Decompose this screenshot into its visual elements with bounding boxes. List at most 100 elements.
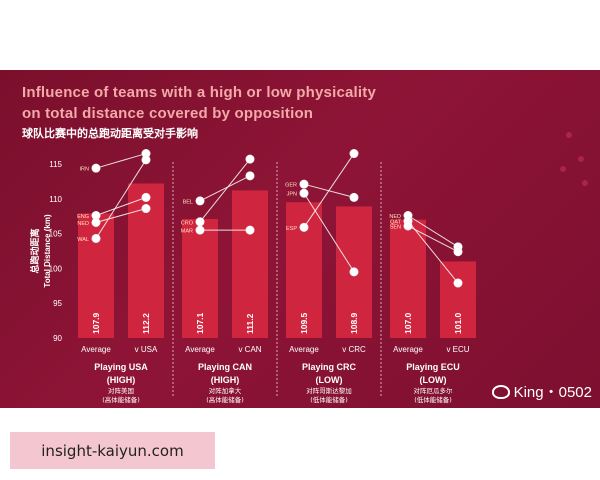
wales-flag [91, 233, 101, 243]
team-code-label: WAL [77, 237, 89, 243]
group-level: (HIGH) [211, 375, 240, 385]
senegal-flag [403, 221, 413, 231]
team-line [95, 153, 147, 169]
japan-flag [349, 267, 359, 277]
team-code-label: ESP [286, 226, 297, 232]
x-tick-label: Average [393, 345, 423, 354]
qatar-flag [453, 278, 463, 288]
bar [390, 219, 426, 338]
croatia-flag [245, 154, 255, 164]
team-line [95, 208, 147, 223]
group-title: Playing USA [94, 362, 148, 372]
team-line [199, 175, 251, 202]
spain-flag [299, 222, 309, 232]
y-tick-label: 100 [49, 264, 63, 273]
bar-value-label: 108.9 [349, 312, 359, 334]
bar-value-label: 109.5 [299, 312, 309, 334]
x-tick-label: v ECU [446, 345, 469, 354]
team-line [199, 158, 251, 223]
chart-title-line2: on total distance covered by opposition [22, 105, 314, 122]
spain-flag [349, 149, 359, 159]
y-axis-label-cn: 总跑动距离 [29, 228, 41, 273]
x-tick-label: Average [289, 345, 319, 354]
group-title-cn: 对阵加拿大 [209, 386, 242, 395]
group-level-cn: (高体能储备) [102, 395, 140, 404]
croatia-flag [195, 217, 205, 227]
y-tick-label: 95 [53, 299, 62, 308]
bar-value-label: 107.0 [403, 312, 413, 334]
site-banner-text: insight-kaiyun.com [41, 441, 184, 460]
team-line [407, 225, 459, 253]
x-tick-label: Average [81, 345, 111, 354]
x-tick-label: v CAN [238, 345, 261, 354]
group-title: Playing CRC [302, 362, 357, 372]
germany-flag [349, 192, 359, 202]
netherlands-flag [141, 204, 151, 214]
netherlands-flag [91, 217, 101, 227]
y-tick-label: 105 [49, 230, 63, 239]
decor-dot [566, 132, 572, 138]
group-level: (LOW) [316, 375, 343, 385]
group-title: Playing ECU [406, 362, 460, 372]
bar-value-label: 101.0 [453, 312, 463, 334]
team-line [303, 192, 355, 273]
germany-flag [299, 179, 309, 189]
x-tick-label: v USA [135, 345, 158, 354]
team-code-label: NED [389, 214, 401, 220]
y-tick-label: 110 [49, 195, 62, 204]
watermark-text: King・0502 [513, 384, 592, 401]
group-title-cn: 对阵厄瓜多尔 [414, 386, 454, 395]
decor-dot [560, 166, 566, 172]
team-line [303, 153, 355, 228]
team-line [407, 220, 459, 284]
morocco-flag [245, 225, 255, 235]
decor-dot [578, 156, 584, 162]
belgium-flag [245, 171, 255, 181]
team-code-label: JPN [287, 192, 297, 198]
weibo-icon [491, 384, 510, 399]
team-line [95, 196, 147, 216]
group-level: (HIGH) [107, 375, 136, 385]
x-tick-label: v CRC [342, 345, 366, 354]
group-level-cn: (低体能储备) [414, 395, 452, 404]
bar-value-label: 111.2 [245, 313, 255, 334]
group-level-cn: (低体能储备) [310, 395, 348, 404]
team-code-label: IRN [80, 167, 90, 173]
y-axis-label: Total Distance (km) [43, 214, 52, 288]
wales-flag [141, 155, 151, 165]
site-banner[interactable]: insight-kaiyun.com [10, 432, 215, 469]
japan-flag [299, 188, 309, 198]
bar-value-label: 107.1 [195, 312, 205, 334]
team-code-label: QAT [390, 220, 402, 226]
team-code-label: CRO [181, 220, 194, 226]
belgium-flag [195, 196, 205, 206]
team-code-label: ENG [77, 214, 89, 220]
y-tick-label: 115 [49, 160, 62, 169]
england-flag [141, 192, 151, 202]
chart-subtitle: 球队比赛中的总跑动距离受对手影响 [22, 127, 198, 140]
bar [182, 218, 218, 338]
team-code-label: MAR [181, 229, 193, 235]
bar-value-label: 112.2 [141, 313, 151, 334]
bar-value-label: 107.9 [91, 312, 101, 334]
group-title-cn: 对阵哥斯达黎加 [306, 386, 352, 395]
watermark: King・0502 [491, 381, 592, 402]
team-code-label: SEN [390, 224, 401, 230]
y-tick-label: 90 [53, 334, 62, 343]
team-line [407, 215, 459, 248]
decor-dot [582, 180, 588, 186]
bar [440, 261, 476, 338]
group-title-cn: 对阵美国 [108, 386, 134, 395]
bar-chart: Total Distance (km)总跑动距离 90 95 100 105 110 115… [29, 149, 476, 404]
group-level-cn: (高体能储备) [206, 395, 244, 404]
team-line [95, 159, 147, 239]
senegal-flag [453, 247, 463, 257]
group-title: Playing CAN [198, 362, 252, 372]
morocco-flag [195, 225, 205, 235]
x-tick-label: Average [185, 345, 215, 354]
team-code-label: BEL [183, 199, 193, 205]
team-code-label: NED [77, 221, 89, 227]
group-level: (LOW) [420, 375, 447, 385]
bar [232, 190, 268, 338]
chart-title-line1: Influence of teams with a high or low ph… [22, 84, 377, 101]
